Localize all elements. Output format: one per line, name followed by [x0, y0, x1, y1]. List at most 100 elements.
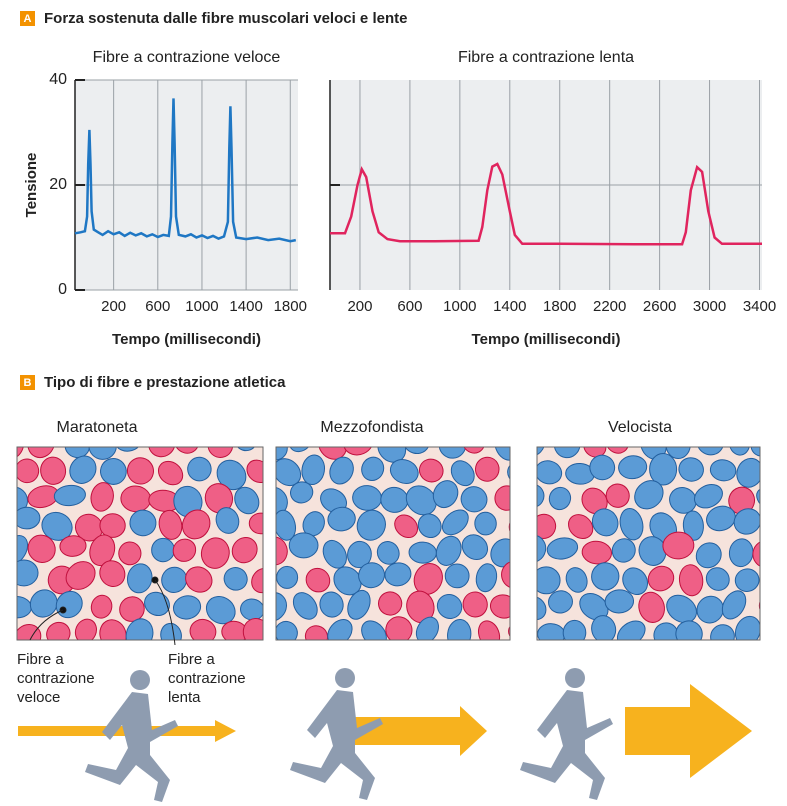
fiber [99, 619, 127, 640]
fiber [638, 591, 665, 623]
fiber [172, 595, 202, 620]
fiber [305, 567, 331, 593]
fiber [205, 596, 236, 625]
fiber [59, 535, 87, 557]
fiber [119, 596, 145, 622]
fiber [565, 567, 588, 593]
badge [20, 11, 35, 26]
fiber [276, 536, 288, 566]
fiber [537, 566, 561, 595]
fiber [474, 456, 500, 482]
fiber [548, 590, 573, 614]
fiber [129, 509, 157, 537]
fiber [537, 460, 563, 485]
fiber [553, 447, 581, 459]
x-tick-label: 600 [397, 298, 422, 315]
fiber [276, 620, 298, 640]
fiber [172, 538, 197, 562]
fiber [435, 535, 462, 566]
fiber [69, 455, 97, 484]
fiber [736, 457, 760, 488]
fiber [591, 562, 620, 591]
fiber [537, 447, 546, 457]
fiber [696, 447, 724, 456]
fiber [462, 591, 488, 618]
fiber-box [276, 447, 510, 640]
fiber [100, 457, 127, 485]
fiber [41, 511, 73, 541]
fiber [634, 480, 664, 510]
fiber [537, 596, 547, 621]
fiber [288, 532, 319, 559]
badge [20, 375, 35, 390]
fiber [666, 594, 697, 624]
panel-title: Tipo di fibre e prestazione atletica [44, 374, 286, 391]
fiber [304, 625, 329, 640]
fiber [189, 618, 217, 640]
fiber [460, 486, 488, 513]
data-line [330, 162, 762, 246]
fiber [696, 595, 724, 624]
x-axis-label: Tempo (millisecondi) [112, 331, 261, 348]
fiber [537, 483, 545, 508]
fiber [215, 507, 240, 534]
runner-head [130, 670, 150, 690]
fiber [695, 542, 722, 569]
fiber [494, 447, 510, 461]
fiber [327, 506, 356, 532]
fiber [161, 566, 188, 593]
fast-fiber-label: Fibre a contrazione veloce [17, 651, 95, 706]
chart-title: Fibre a contrazione veloce [93, 49, 281, 66]
fiber [589, 454, 616, 481]
x-tick-label: 2200 [593, 298, 626, 315]
fiber [461, 534, 489, 561]
fiber [151, 537, 175, 563]
fiber [669, 487, 697, 514]
fiber [384, 562, 412, 587]
arrows [18, 684, 752, 778]
fiber [591, 615, 617, 640]
fiber [721, 590, 747, 620]
fiber [88, 447, 117, 460]
fiber [276, 447, 288, 461]
fiber [728, 447, 751, 456]
fiber [647, 565, 675, 592]
fiber-frame [275, 446, 511, 641]
fiber [17, 458, 40, 484]
fiber [385, 616, 413, 640]
data-line [74, 98, 297, 243]
fiber-sections [16, 446, 761, 641]
runner-head [565, 668, 585, 688]
fiber [618, 455, 648, 480]
x-tick-label: 2600 [643, 298, 676, 315]
runner-body [85, 692, 178, 802]
fiber [436, 594, 463, 619]
fiber [508, 513, 510, 541]
x-tick-label: 1800 [274, 298, 307, 315]
fiber [118, 541, 142, 566]
fiber [408, 541, 437, 564]
fiber [99, 560, 126, 587]
fiber [474, 511, 497, 536]
fiber [234, 447, 258, 452]
fiber [160, 622, 182, 640]
fiber [200, 537, 230, 569]
x-tick-label: 3000 [693, 298, 726, 315]
fiber [292, 592, 318, 620]
fiber [447, 618, 472, 640]
fiber [40, 456, 67, 485]
x-axis-label: Tempo (millisecondi) [472, 331, 621, 348]
fiber [347, 540, 372, 569]
fiber [65, 561, 96, 590]
column-title: Velocista [608, 419, 672, 436]
fiber [583, 447, 607, 458]
x-tick-label: 200 [101, 298, 126, 315]
fiber [675, 620, 703, 640]
fiber [90, 482, 114, 512]
runners [85, 668, 613, 802]
fiber [750, 447, 760, 457]
fiber [548, 486, 572, 511]
fiber [327, 619, 353, 640]
fiber [181, 509, 211, 540]
fiber [568, 514, 594, 539]
